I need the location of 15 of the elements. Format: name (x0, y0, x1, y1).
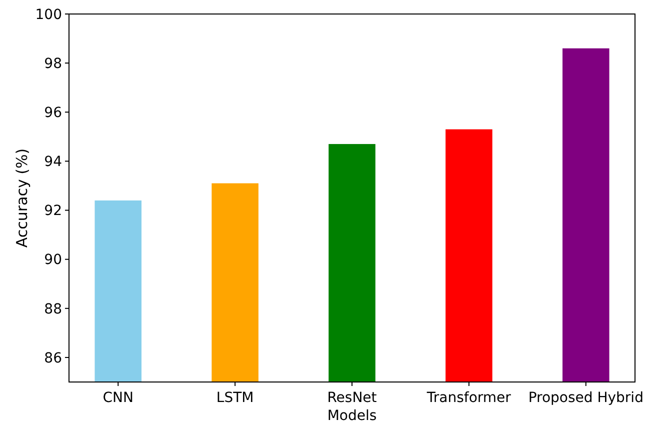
x-tick-label: ResNet (327, 390, 378, 406)
x-axis-title: Models (327, 408, 377, 424)
y-tick-label: 98 (44, 56, 62, 72)
y-tick-label: 100 (35, 6, 62, 23)
y-tick-label: 92 (44, 203, 62, 220)
y-tick-label: 88 (44, 301, 62, 318)
x-tick-label: LSTM (216, 390, 254, 406)
x-tick-label: CNN (102, 390, 134, 406)
y-tick-label: 96 (44, 105, 62, 122)
x-tick-label: Proposed Hybrid (528, 390, 644, 406)
y-tick-label: 86 (44, 350, 62, 366)
y-axis-title: Accuracy (%) (13, 148, 31, 248)
x-tick-label: Transformer (426, 390, 512, 406)
y-tick-label: 94 (44, 154, 62, 170)
y-tick-label: 90 (44, 252, 62, 268)
